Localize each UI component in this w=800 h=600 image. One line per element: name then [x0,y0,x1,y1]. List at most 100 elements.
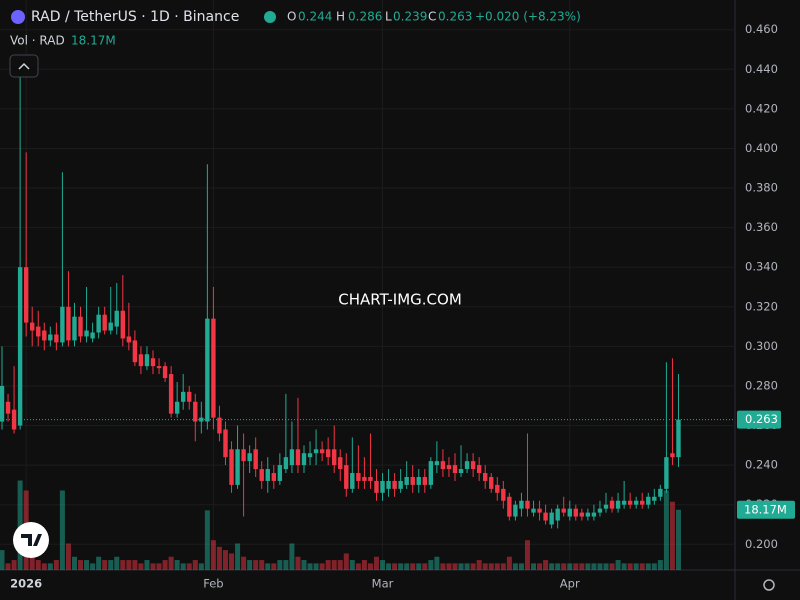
candle-body [561,508,566,513]
candle-body [579,512,585,517]
high-label: H [336,10,345,24]
volume-bar [585,563,591,570]
candle-body [543,512,548,521]
volume-bar [591,563,597,570]
settings-icon[interactable] [763,579,775,591]
candle-body [483,473,488,481]
candle-body [464,461,470,470]
y-tick-label: 0.420 [745,101,778,115]
collapse-button[interactable] [9,54,39,78]
volume-bar [440,563,446,570]
volume-bar [627,563,633,570]
volume-bar [531,563,537,570]
candle-body [162,366,168,379]
candle-body [211,318,216,418]
volume-bar [84,560,90,570]
candle-body [555,508,560,521]
volume-bar [174,560,180,570]
volume-bar [537,563,543,570]
volume-bar [156,563,162,570]
volume-bar [651,563,657,570]
volume-bar [204,510,210,570]
coin-icon [11,10,25,24]
candle-body [11,409,17,430]
volume-bar [5,563,11,570]
volume-bar [90,563,96,570]
candle-body [72,316,77,341]
candle-body [229,449,234,485]
volume-bar [343,553,349,570]
y-tick-label: 0.320 [745,299,778,313]
candle-body [615,500,621,509]
candle-body [434,461,440,466]
candle-body [235,449,240,485]
volume-bar [386,563,392,570]
candle-body [5,401,11,414]
candle-body [585,512,591,517]
candle-body [223,429,228,458]
volume-bar [277,560,283,570]
volume-bar [126,560,132,570]
volume-bar [132,560,138,570]
volume-bar [222,550,228,570]
y-tick-label: 0.340 [745,260,778,274]
volume-bar [235,543,241,570]
volume-bar [247,560,253,570]
volume-bar [259,560,265,570]
candle-body [368,476,373,481]
candle-body [507,496,512,517]
candle-body [362,476,367,481]
volume-bar [639,563,645,570]
volume-bar [53,560,59,570]
last-price-tag [737,410,781,429]
candle-body [344,465,349,489]
candle-body [17,267,23,426]
status-dot [264,11,276,23]
candle-body [271,473,276,481]
volume-bar [150,563,156,570]
candle-body [380,480,385,493]
candle-body [144,354,150,367]
volume-bar [29,556,35,570]
volume-bar [102,560,108,570]
volume-bar [549,563,555,570]
last-price-label: 0.263 [745,412,778,426]
volume-bar [11,560,17,570]
candle-body [627,500,633,505]
volume-bar [35,560,41,570]
volume-bar [488,563,494,570]
volume-bar [543,560,549,570]
candle-body [670,453,675,458]
volume-bar [17,480,23,570]
volume-bar [603,563,609,570]
volume-bar [470,563,476,570]
candle-body [30,322,35,331]
volume-bar [216,546,222,570]
symbol-title: RAD / TetherUS · 1D · Binance [31,9,239,25]
volume-bar [367,563,373,570]
candle-body [549,512,554,525]
volume-bar [458,563,464,570]
candle-body [193,401,198,422]
volume-bar [663,490,669,570]
candle-body [392,480,397,489]
volume-bar [41,563,47,570]
volume-bar [192,560,198,570]
y-tick-label: 0.460 [745,22,778,36]
candle-body [150,358,156,367]
volume-bar [579,563,585,570]
volume-bar [253,560,259,570]
candle-body [646,496,651,505]
candle-body [567,508,572,517]
volume-bar [295,556,301,570]
last-volume-tag [737,500,795,519]
watermark: CHART-IMG.COM [338,291,462,309]
volume-bar [518,563,524,570]
volume-bar [168,556,174,570]
volume-bar [325,560,331,570]
volume-bar [355,563,361,570]
volume-bar [96,556,102,570]
candle-body [289,449,295,466]
volume-bar [241,556,247,570]
change-value: +0.020 (+8.23%) [475,10,581,24]
